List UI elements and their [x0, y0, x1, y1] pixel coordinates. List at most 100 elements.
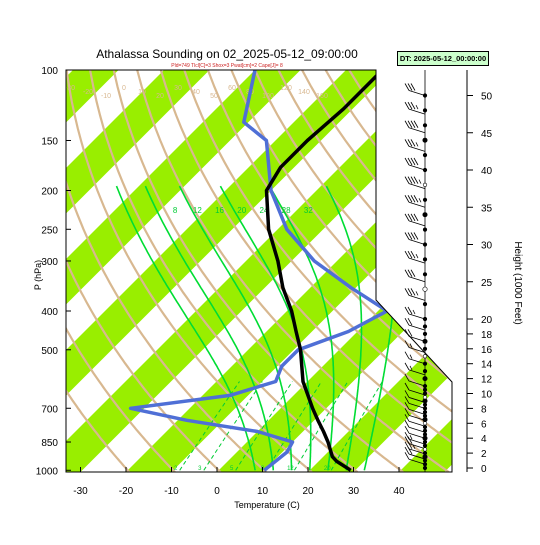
- height-tick-label: 45: [481, 129, 493, 140]
- height-level-dot: [423, 138, 427, 142]
- height-level-dot: [423, 347, 427, 351]
- temp-tick-label: 40: [393, 486, 405, 497]
- height-tick-label: 14: [481, 360, 493, 371]
- height-level-dot: [423, 410, 427, 414]
- height-level-dot: [423, 317, 427, 321]
- height-level-dot: [423, 228, 427, 232]
- height-level-dot: [423, 183, 427, 187]
- chart-subtitle: Pld=749 Tlcl[C]=3 Shox=3 Pwat[cm]=2 Cape…: [171, 63, 283, 69]
- height-level-dot: [423, 243, 427, 247]
- height-level-dot: [423, 462, 427, 466]
- datetime-box: DT: 2025-05-12_00:00:00: [397, 51, 489, 66]
- pressure-tick-label: 1000: [36, 466, 59, 477]
- pressure-tick-label: 200: [41, 186, 58, 197]
- height-tick-label: 25: [481, 278, 493, 289]
- height-level-dot: [423, 332, 427, 336]
- moist-adiabat-label: 20: [237, 206, 246, 215]
- height-tick-label: 6: [481, 419, 487, 430]
- mixing-ratio-label: 12: [287, 466, 294, 472]
- dry-adiabat-label: 40: [192, 89, 200, 96]
- wind-barb: [409, 146, 425, 151]
- height-level-dot: [423, 153, 427, 157]
- x-axis-label: Temperature (C): [234, 500, 300, 510]
- pressure-tick-label: 100: [41, 66, 58, 77]
- height-level-dot: [423, 376, 427, 380]
- height-level-dot: [423, 273, 427, 277]
- height-level-dot: [423, 339, 427, 343]
- wind-barb-flag: [405, 363, 409, 370]
- wind-barb: [409, 109, 425, 114]
- wind-barb: [409, 165, 425, 170]
- height-tick-label: 30: [481, 241, 493, 252]
- temp-tick-label: -10: [164, 486, 179, 497]
- height-tick-label: 2: [481, 449, 487, 460]
- pressure-tick-label: 300: [41, 257, 58, 268]
- height-level-dot: [423, 448, 427, 452]
- wind-barb: [409, 184, 425, 189]
- height-level-dot: [423, 399, 427, 403]
- temp-tick-label: 10: [257, 486, 269, 497]
- pressure-tick-label: 400: [41, 307, 58, 318]
- height-level-dot: [423, 354, 427, 358]
- height-level-dot: [423, 451, 427, 455]
- wind-barb-flag: [410, 355, 412, 359]
- height-level-dot: [423, 198, 427, 202]
- dry-adiabat-label: 160: [316, 93, 328, 100]
- height-level-dot: [423, 287, 427, 291]
- pressure-tick-label: 500: [41, 346, 58, 357]
- wind-barb-flag: [419, 198, 421, 202]
- wind-barb-flag: [405, 420, 409, 427]
- height-tick-label: 20: [481, 315, 493, 326]
- temp-tick-label: 0: [214, 486, 220, 497]
- wind-barb: [409, 325, 425, 330]
- dry-adiabat-label: -10: [101, 93, 111, 100]
- height-level-dot: [423, 388, 427, 392]
- height-tick-label: 18: [481, 330, 493, 341]
- wind-barb: [409, 439, 425, 444]
- height-tick-label: 10: [481, 390, 493, 401]
- height-level-dot: [423, 109, 427, 113]
- wind-barb: [409, 277, 425, 282]
- pressure-tick-label: 250: [41, 225, 58, 236]
- dry-adiabat-label: 0: [122, 85, 126, 92]
- temp-tick-label: 20: [302, 486, 314, 497]
- moist-adiabat-label: 8: [173, 206, 178, 215]
- height-level-dot: [423, 94, 427, 98]
- wind-barb-flag: [419, 180, 421, 184]
- height-level-dot: [423, 362, 427, 366]
- height-tick-label: 40: [481, 166, 493, 177]
- wind-barb: [409, 91, 425, 96]
- wind-barb: [409, 258, 425, 263]
- mixing-ratio-label: 2: [174, 466, 178, 472]
- height-tick-label: 0: [481, 464, 487, 475]
- moist-adiabat-label: 32: [304, 206, 313, 215]
- wind-barb-flag: [410, 435, 412, 439]
- moist-adiabat-label: 12: [193, 206, 202, 215]
- temp-tick-label: -20: [119, 486, 134, 497]
- height-tick-label: 8: [481, 404, 487, 415]
- wind-barb: [409, 427, 425, 432]
- wind-barb: [409, 314, 425, 319]
- pressure-tick-label: 150: [41, 136, 58, 147]
- height-level-dot: [423, 302, 427, 306]
- height-level-dot: [423, 425, 427, 429]
- mixing-ratio-label: 3: [198, 466, 202, 472]
- dry-adiabat-label: 60: [228, 85, 236, 92]
- height-level-dot: [423, 436, 427, 440]
- height-level-dot: [423, 455, 427, 459]
- pressure-tick-label: 700: [41, 404, 58, 415]
- height-level-dot: [423, 392, 427, 396]
- height-tick-label: 4: [481, 434, 487, 445]
- height-level-dot: [423, 433, 427, 437]
- height-tick-label: 16: [481, 345, 493, 356]
- wind-barb: [409, 202, 425, 207]
- height-level-dot: [423, 414, 427, 418]
- dry-adiabat-label: 20: [156, 93, 164, 100]
- wind-barb-flag: [405, 426, 409, 433]
- wind-barb: [409, 128, 425, 133]
- height-tick-label: 50: [481, 92, 493, 103]
- y2-axis-label: Height (1000 Feet): [512, 241, 523, 324]
- dry-adiabat-label: 10: [138, 89, 146, 96]
